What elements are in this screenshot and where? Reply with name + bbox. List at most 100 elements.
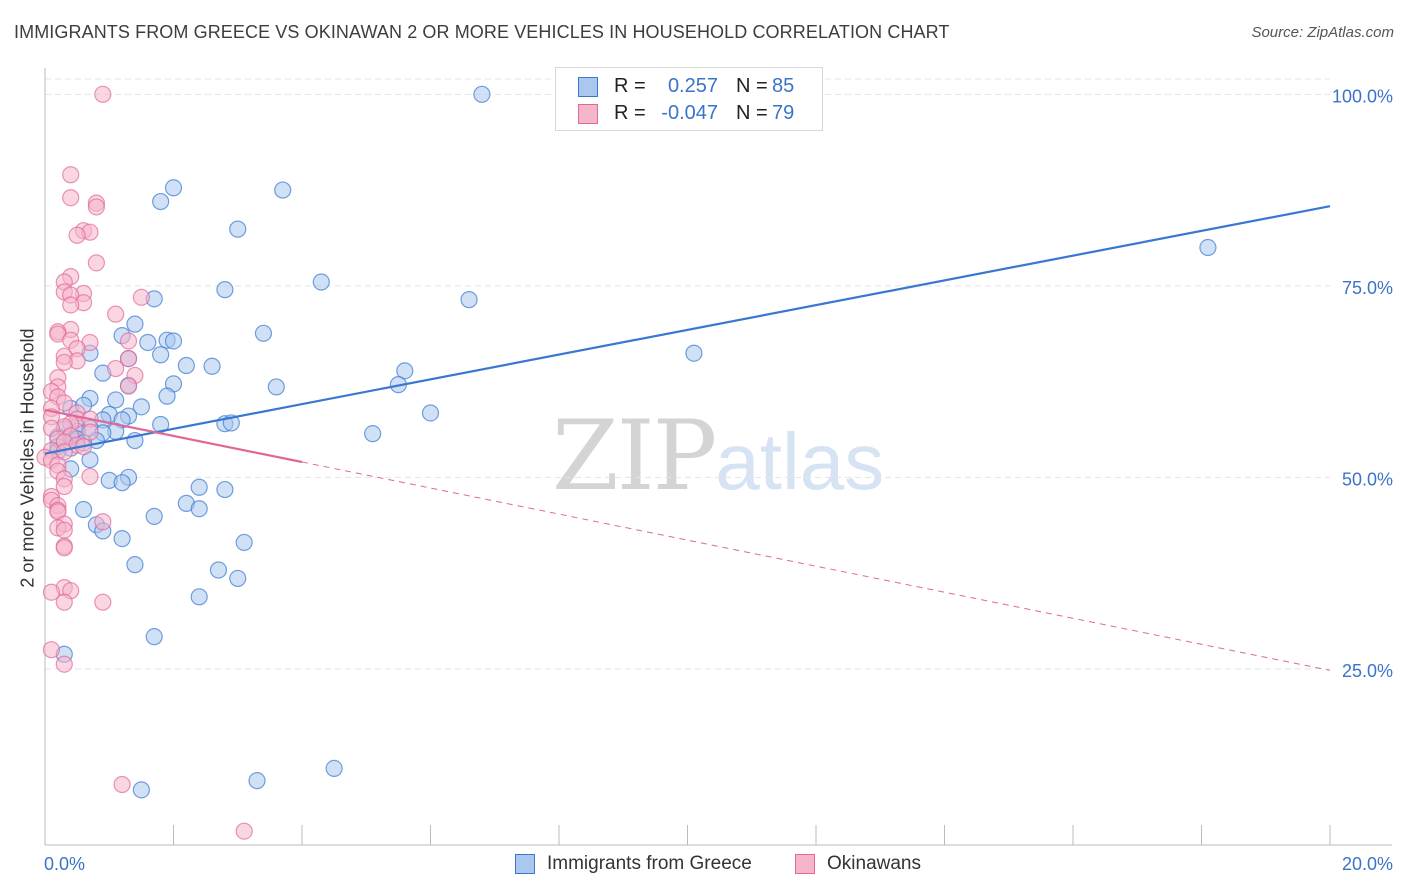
greece-point <box>152 192 170 211</box>
greece-point <box>203 357 221 375</box>
greece-point <box>139 333 157 352</box>
source-label: Source: ZipAtlas.com <box>1251 24 1394 41</box>
greece-point <box>164 332 183 350</box>
greece-point <box>126 315 144 333</box>
okinawan-point <box>55 593 73 611</box>
okinawan-point <box>94 85 112 103</box>
greece-point <box>1199 238 1217 257</box>
okinawan-point <box>107 305 125 323</box>
y-tick-label: 75.0% <box>1342 278 1393 298</box>
legend-label-okinawans: Okinawans <box>827 853 921 874</box>
greece-point <box>113 474 131 492</box>
chart-title: IMMIGRANTS FROM GREECE VS OKINAWAN 2 OR … <box>14 22 950 42</box>
greece-point <box>248 772 266 790</box>
greece-point <box>685 344 703 362</box>
greece-point <box>274 181 292 199</box>
greece-point <box>74 500 93 519</box>
okinawan-point <box>235 822 253 840</box>
okinawan-point <box>42 641 61 659</box>
greece-point <box>216 281 234 299</box>
legend-swatch-okinawans <box>578 104 598 124</box>
okinawan-point <box>55 353 73 372</box>
okinawan-point <box>62 296 80 314</box>
legend-label-greece: Immigrants from Greece <box>547 853 752 874</box>
okinawan-point <box>132 288 150 306</box>
okinawan-point <box>107 359 125 378</box>
greece-point <box>460 291 478 309</box>
greece-point <box>107 391 125 409</box>
okinawan-point <box>55 521 73 539</box>
greece-trend-line <box>44 205 1331 455</box>
okinawan-point <box>119 332 138 350</box>
greece-point <box>396 362 414 380</box>
greece-point <box>190 588 208 606</box>
greece-point <box>229 220 247 238</box>
legend-swatch-okinawans <box>795 854 815 874</box>
y-tick-label: 25.0% <box>1342 661 1393 681</box>
greece-point <box>126 556 144 574</box>
greece-point <box>132 398 150 416</box>
legend-n-label: N = <box>736 75 768 97</box>
greece-point <box>473 85 491 103</box>
greece-point <box>216 480 234 499</box>
legend-n-label: N = <box>736 102 768 124</box>
okinawan-point <box>94 593 112 611</box>
greece-point <box>254 324 273 342</box>
legend-n-value: 85 <box>772 75 795 97</box>
legend-swatch-greece <box>515 854 535 874</box>
watermark-atlas: atlas <box>715 417 885 506</box>
y-axis-label: 2 or more Vehicles in Household <box>17 328 38 588</box>
greece-point <box>421 404 440 422</box>
okinawan-point <box>68 226 86 244</box>
okinawan-point <box>62 189 80 207</box>
legend-r-value: -0.047 <box>661 102 718 124</box>
greece-point <box>113 529 131 548</box>
legend-r-label: R = <box>614 102 646 124</box>
watermark-zip: ZIP <box>552 400 717 512</box>
x-tick-label: 0.0% <box>44 854 85 874</box>
okinawan-point <box>42 583 61 601</box>
legend-r-value: 0.257 <box>667 75 718 97</box>
y-tick-label: 50.0% <box>1342 469 1393 489</box>
x-tick-label: 20.0% <box>1342 854 1393 874</box>
greece-point <box>152 346 170 364</box>
okinawan-point <box>87 254 106 272</box>
greece-point <box>164 179 183 197</box>
greece-point <box>177 356 195 375</box>
greece-point <box>267 378 285 396</box>
okinawan-point <box>119 377 138 395</box>
okinawan-point <box>81 423 99 441</box>
okinawan-trend-line <box>44 408 303 464</box>
okinawan-point <box>81 467 99 486</box>
okinawan-point <box>87 198 106 216</box>
greece-point <box>145 507 163 525</box>
okinawan-point <box>55 539 73 557</box>
legend-row-okinawans: R = -0.047 N = 79 <box>556 100 822 128</box>
greece-point <box>190 478 208 496</box>
greece-point <box>132 781 150 799</box>
greece-point <box>235 533 253 552</box>
greece-point <box>158 387 176 405</box>
okinawan-point <box>62 166 80 184</box>
legend-swatch-greece <box>578 77 598 97</box>
greece-point <box>364 425 382 443</box>
y-tick-label: 100.0% <box>1332 86 1393 106</box>
okinawan-point <box>55 477 73 496</box>
greece-point <box>190 500 208 518</box>
greece-point <box>145 628 163 646</box>
legend-r-label: R = <box>614 75 646 97</box>
okinawan-point <box>94 513 112 531</box>
okinawan-trend-extension <box>301 461 1331 671</box>
greece-point <box>312 273 330 291</box>
legend-row-greece: R = 0.257 N = 85 <box>556 73 822 101</box>
greece-point <box>209 561 228 579</box>
correlation-legend: R = 0.257 N = 85 R = -0.047 N = 79 <box>555 67 823 131</box>
watermark: ZIPatlas <box>552 400 884 512</box>
legend-n-value: 79 <box>772 102 795 124</box>
okinawan-point <box>55 655 73 673</box>
okinawan-point <box>119 349 138 368</box>
okinawan-point <box>113 775 131 794</box>
greece-point <box>325 759 343 778</box>
greece-point <box>229 569 247 588</box>
